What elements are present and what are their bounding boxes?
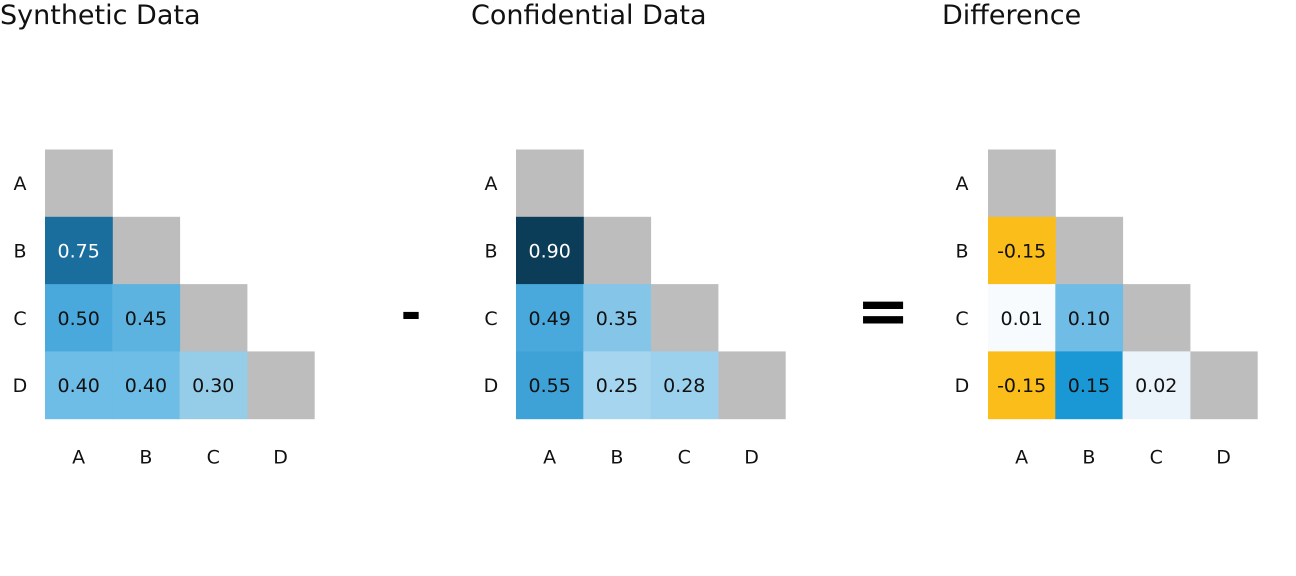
x-tick-label: D [1216, 447, 1231, 469]
x-tick-label: C [1150, 447, 1163, 469]
chart-title: Difference [942, 0, 1081, 31]
heatmap-cell [516, 284, 584, 352]
cell-value-label: 0.02 [1135, 375, 1177, 397]
heatmap-cells: 0.90 0.49 0.35 0.55 0.25 0.28 A B C D A B C D [484, 149, 786, 469]
heatmap-cell [1055, 351, 1124, 420]
diagonal-cell [516, 149, 584, 218]
y-tick-label: C [484, 308, 497, 330]
heatmap-cell [1122, 351, 1191, 420]
chart-title: Synthetic Data [0, 0, 201, 31]
diagonal-cell [179, 284, 248, 352]
cell-value-label: 0.10 [1068, 308, 1110, 330]
y-tick-label: C [13, 308, 26, 330]
heatmap-cell [988, 351, 1056, 420]
diagonal-cell [1122, 284, 1191, 352]
cell-value-label: -0.15 [997, 240, 1046, 262]
x-tick-label: D [273, 447, 288, 469]
heatmap-cell [45, 351, 113, 420]
cell-value-label: 0.90 [528, 240, 570, 262]
heatmap-cell [45, 284, 113, 352]
y-tick-label: D [484, 375, 499, 397]
y-tick-label: B [13, 240, 26, 262]
heatmap-cell [583, 351, 652, 420]
diagonal-cell [1055, 216, 1124, 285]
chart-title: Confidential Data [471, 0, 707, 31]
cell-value-label: 0.49 [528, 308, 570, 330]
heatmap-cell [112, 284, 181, 352]
x-tick-label: B [1082, 447, 1095, 469]
diagonal-cell [112, 216, 181, 285]
y-tick-label: D [955, 375, 970, 397]
x-tick-label: B [139, 447, 152, 469]
heatmap-cell [516, 216, 584, 285]
cell-value-label: 0.30 [192, 375, 234, 397]
diagonal-cell [45, 149, 113, 218]
x-tick-label: C [207, 447, 220, 469]
x-tick-label: A [1015, 447, 1028, 469]
x-tick-label: D [744, 447, 759, 469]
cell-value-label: 0.35 [596, 308, 638, 330]
cell-value-label: 0.01 [1000, 308, 1042, 330]
x-tick-label: A [543, 447, 556, 469]
equals-operator: = [856, 275, 910, 349]
diagonal-cell [650, 284, 719, 352]
panel-confidential-data: Confidential Data 0.900.49 0.350.55 0.25 0.… [471, 0, 786, 469]
heatmap-cell [1055, 284, 1124, 352]
y-tick-label: C [955, 308, 968, 330]
cell-value-label: 0.40 [125, 375, 167, 397]
heatmap-cells: 0.75 0.50 0.45 0.40 0.40 0.30 A B C D A B C D [13, 149, 315, 469]
y-tick-label: A [956, 173, 969, 195]
cell-value-label: 0.50 [57, 308, 99, 330]
heatmap-cell [45, 216, 113, 285]
heatmap-cell [583, 284, 652, 352]
cell-value-label: 0.40 [57, 375, 99, 397]
cell-value-label: 0.28 [663, 375, 705, 397]
panel-difference: Difference -0.15 0.01 0.10 -0.15 0.15 0.02 A B C… [942, 0, 1258, 469]
cell-value-label: 0.25 [596, 375, 638, 397]
diagonal-cell [988, 149, 1056, 218]
x-tick-label: A [72, 447, 85, 469]
y-tick-label: B [955, 240, 968, 262]
cell-value-label: 0.75 [57, 240, 99, 262]
x-tick-label: C [678, 447, 691, 469]
heatmap-cell [179, 351, 248, 420]
cell-value-label: 0.45 [125, 308, 167, 330]
panel-synthetic-data: Synthetic Data 0.75 0.50 0.45 0.40 0.40 0.30 A… [0, 0, 315, 469]
heatmap-cell [516, 351, 584, 420]
x-tick-label: B [610, 447, 623, 469]
minus-operator: - [401, 284, 422, 342]
cell-value-label: 0.55 [528, 375, 570, 397]
heatmap-cell [988, 284, 1056, 352]
y-tick-label: A [485, 173, 498, 195]
diagonal-cell [583, 216, 652, 285]
y-tick-label: A [14, 173, 27, 195]
cell-value-label: 0.15 [1068, 375, 1110, 397]
heatmap-cell [112, 351, 181, 420]
heatmap-cell [650, 351, 719, 420]
heatmap-cells: -0.15 0.01 0.10 -0.15 0.15 0.02 A B C D A B C D [955, 149, 1258, 469]
cell-value-label: -0.15 [997, 375, 1046, 397]
diagonal-cell [246, 351, 315, 420]
diagonal-cell [717, 351, 786, 420]
heatmap-cell [988, 216, 1056, 285]
diagonal-cell [1189, 351, 1258, 420]
y-tick-label: D [13, 375, 28, 397]
y-tick-label: B [484, 240, 497, 262]
